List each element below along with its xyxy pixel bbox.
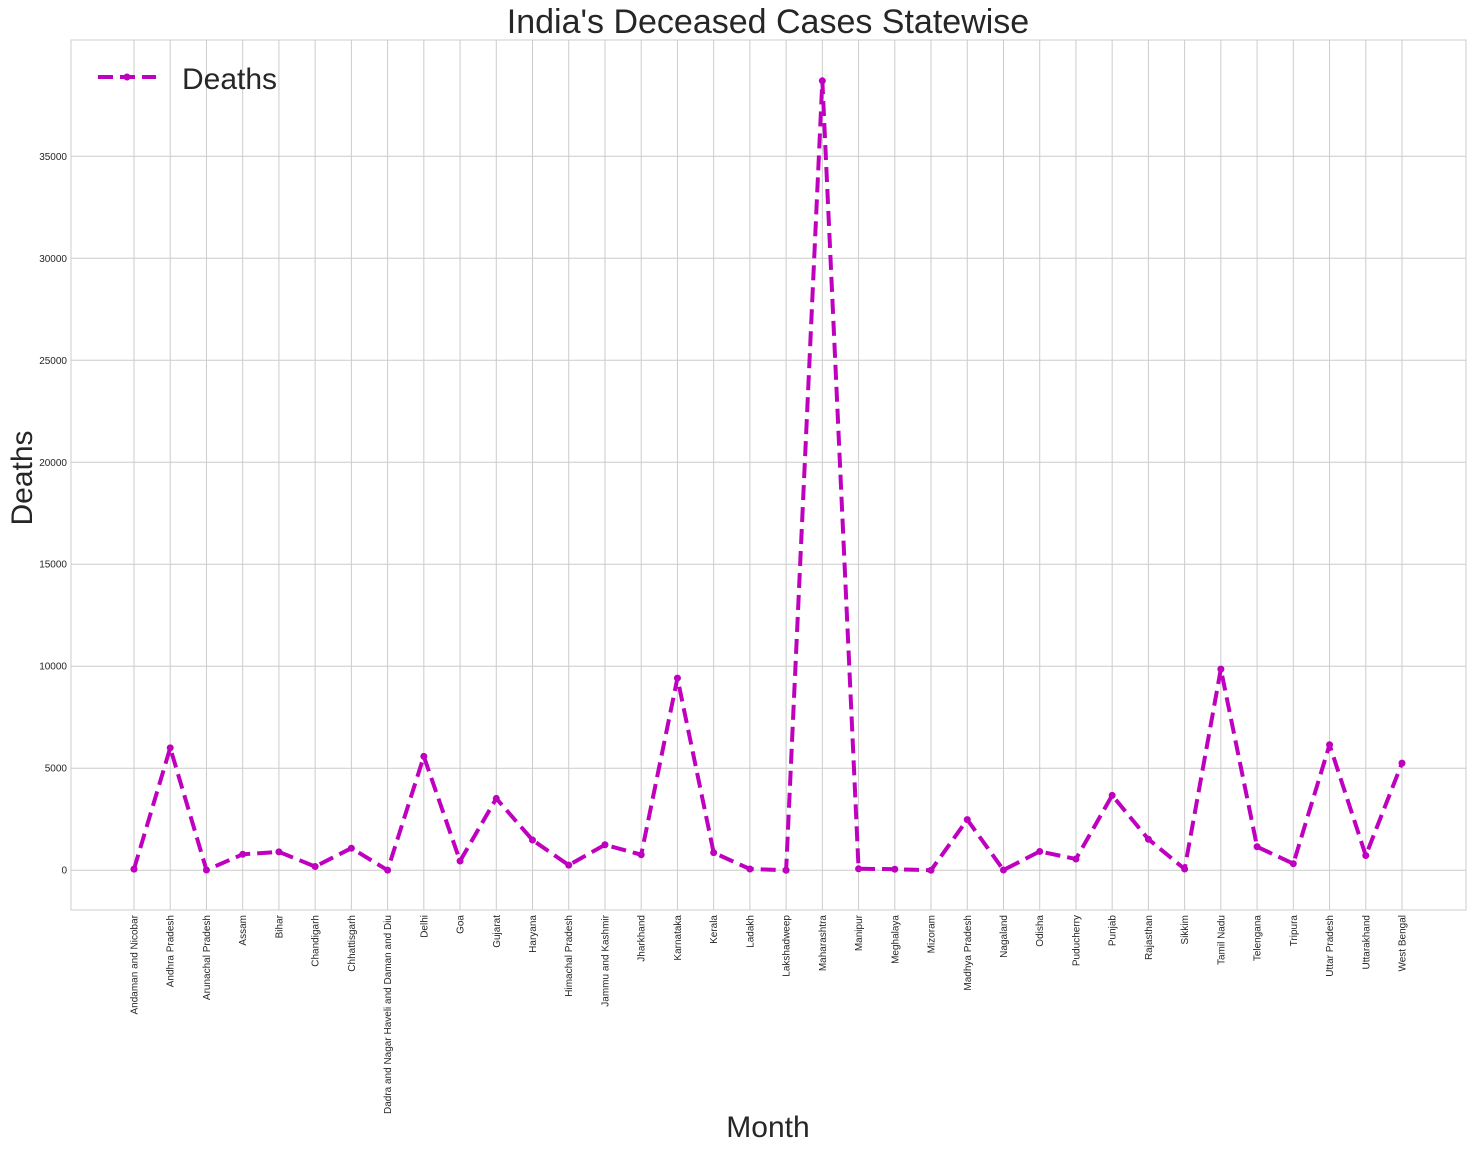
x-tick-label: Chhattisgarh xyxy=(347,915,358,972)
x-tick-label: Andaman and Nicobar xyxy=(130,914,141,1014)
x-tick-label: Maharashtra xyxy=(818,915,829,972)
x-tick-label: Uttar Pradesh xyxy=(1325,915,1336,977)
y-tick-label: 0 xyxy=(61,866,67,877)
data-point xyxy=(420,752,428,760)
data-point xyxy=(239,850,247,858)
data-point xyxy=(1253,843,1261,851)
x-tick-label: Delhi xyxy=(419,915,430,938)
data-point xyxy=(1144,835,1152,843)
x-tick-label: Mizoram xyxy=(927,915,938,953)
x-tick-label: Odisha xyxy=(1035,915,1046,947)
y-tick-label: 10000 xyxy=(39,662,67,673)
data-point xyxy=(818,77,826,85)
y-axis-ticks: 0 5000 10000 15000 20000 25000 30000 35000 xyxy=(39,152,67,877)
series-deaths xyxy=(130,77,1406,874)
x-tick-label: Karnataka xyxy=(673,915,684,961)
data-point xyxy=(601,841,609,849)
x-tick-label: Puducherry xyxy=(1071,915,1082,966)
data-point xyxy=(1036,847,1044,855)
data-point xyxy=(1289,860,1297,868)
x-tick-label: Tripura xyxy=(1289,915,1300,947)
data-point xyxy=(710,849,718,857)
data-point xyxy=(529,836,537,844)
legend-label: Deaths xyxy=(182,63,277,96)
data-point xyxy=(1181,865,1189,873)
data-point xyxy=(963,816,971,824)
x-tick-label: Ladakh xyxy=(745,915,756,948)
data-point xyxy=(347,844,355,852)
x-axis-label: Month xyxy=(726,1111,809,1144)
x-tick-label: Arunachal Pradesh xyxy=(202,915,213,1000)
grid xyxy=(71,40,1466,910)
x-tick-label: Jharkhand xyxy=(637,915,648,962)
x-axis-ticks: Andaman and Nicobar Andhra Pradesh Arunach… xyxy=(130,914,1409,1114)
data-point xyxy=(746,865,754,873)
x-tick-label: Telengana xyxy=(1253,915,1264,962)
chart-title: India's Deceased Cases Statewise xyxy=(507,3,1029,41)
x-tick-label: Punjab xyxy=(1108,915,1119,947)
data-point xyxy=(1217,665,1225,673)
x-tick-label: Kerala xyxy=(709,915,720,944)
data-point xyxy=(1398,759,1406,767)
y-tick-label: 25000 xyxy=(39,356,67,367)
x-tick-label: Sikkim xyxy=(1180,915,1191,944)
y-axis-label: Deaths xyxy=(6,430,39,525)
x-tick-label: Assam xyxy=(238,915,249,946)
x-tick-label: Gujarat xyxy=(492,915,503,948)
data-point xyxy=(1072,855,1080,863)
x-tick-label: Madhya Pradesh xyxy=(963,915,974,991)
series-line xyxy=(132,78,1404,873)
data-point xyxy=(492,794,500,802)
data-point xyxy=(130,865,138,873)
data-point xyxy=(166,744,174,752)
x-tick-label: Goa xyxy=(456,915,467,934)
data-point xyxy=(782,866,790,874)
data-point xyxy=(855,865,863,873)
data-point xyxy=(456,857,464,865)
data-point xyxy=(1326,741,1334,749)
legend: Deaths xyxy=(98,63,277,96)
x-tick-label: Himachal Pradesh xyxy=(564,915,575,997)
x-tick-label: West Bengal xyxy=(1398,915,1409,972)
data-point xyxy=(637,851,645,859)
x-tick-label: Nagaland xyxy=(999,915,1010,958)
data-point xyxy=(673,674,681,682)
x-tick-label: Meghalaya xyxy=(890,915,901,964)
x-tick-label: Manipur xyxy=(854,914,865,951)
x-tick-label: Lakshadweep xyxy=(782,915,793,977)
x-tick-label: Rajasthan xyxy=(1144,915,1155,960)
data-point xyxy=(927,866,935,874)
x-tick-label: Dadra and Nagar Haveli and Daman and Diu xyxy=(383,915,394,1114)
data-point xyxy=(311,863,319,871)
data-point xyxy=(1362,852,1370,860)
x-tick-label: Bihar xyxy=(274,914,285,938)
data-point xyxy=(384,866,392,874)
x-tick-label: Uttarakhand xyxy=(1361,915,1372,969)
data-point xyxy=(275,848,283,856)
data-point xyxy=(565,861,573,869)
data-point xyxy=(999,866,1007,874)
y-tick-label: 5000 xyxy=(45,764,68,775)
plot-frame xyxy=(70,39,1467,911)
y-tick-label: 15000 xyxy=(39,560,67,571)
x-tick-label: Tamil Nadu xyxy=(1216,915,1227,965)
data-point xyxy=(891,865,899,873)
data-point xyxy=(1108,791,1116,799)
y-tick-label: 20000 xyxy=(39,458,67,469)
y-tick-label: 35000 xyxy=(39,152,67,163)
x-tick-label: Chandigarh xyxy=(311,915,322,967)
data-point xyxy=(202,866,210,874)
legend-marker xyxy=(123,73,131,81)
x-tick-label: Haryana xyxy=(528,915,539,953)
x-tick-label: Andhra Pradesh xyxy=(166,915,177,987)
x-tick-label: Jammu and Kashmir xyxy=(600,914,611,1006)
y-tick-label: 30000 xyxy=(39,254,67,265)
